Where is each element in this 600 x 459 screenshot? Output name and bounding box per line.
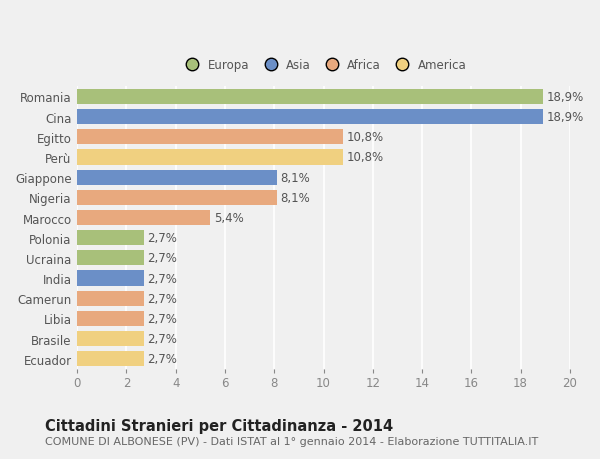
Text: 2,7%: 2,7% [148, 332, 177, 345]
Text: 18,9%: 18,9% [547, 111, 584, 124]
Bar [77, 311, 143, 326]
Bar [77, 331, 143, 347]
Text: 8,1%: 8,1% [280, 191, 310, 204]
Bar [77, 90, 543, 105]
Bar [77, 271, 143, 286]
Text: 10,8%: 10,8% [347, 151, 384, 164]
Bar [77, 352, 143, 367]
Text: 8,1%: 8,1% [280, 171, 310, 184]
Bar [77, 211, 210, 225]
Text: 18,9%: 18,9% [547, 91, 584, 104]
Text: 2,7%: 2,7% [148, 353, 177, 365]
Bar [77, 130, 343, 145]
Bar [77, 170, 277, 185]
Bar [77, 230, 143, 246]
Text: 2,7%: 2,7% [148, 252, 177, 265]
Legend: Europa, Asia, Africa, America: Europa, Asia, Africa, America [178, 56, 469, 74]
Bar [77, 150, 343, 165]
Text: 10,8%: 10,8% [347, 131, 384, 144]
Text: 2,7%: 2,7% [148, 232, 177, 245]
Bar [77, 190, 277, 206]
Text: 2,7%: 2,7% [148, 292, 177, 305]
Text: 2,7%: 2,7% [148, 272, 177, 285]
Text: 2,7%: 2,7% [148, 312, 177, 325]
Text: 5,4%: 5,4% [214, 212, 244, 224]
Bar [77, 110, 543, 125]
Text: COMUNE DI ALBONESE (PV) - Dati ISTAT al 1° gennaio 2014 - Elaborazione TUTTITALI: COMUNE DI ALBONESE (PV) - Dati ISTAT al … [45, 436, 538, 446]
Bar [77, 251, 143, 266]
Text: Cittadini Stranieri per Cittadinanza - 2014: Cittadini Stranieri per Cittadinanza - 2… [45, 418, 393, 433]
Bar [77, 291, 143, 306]
